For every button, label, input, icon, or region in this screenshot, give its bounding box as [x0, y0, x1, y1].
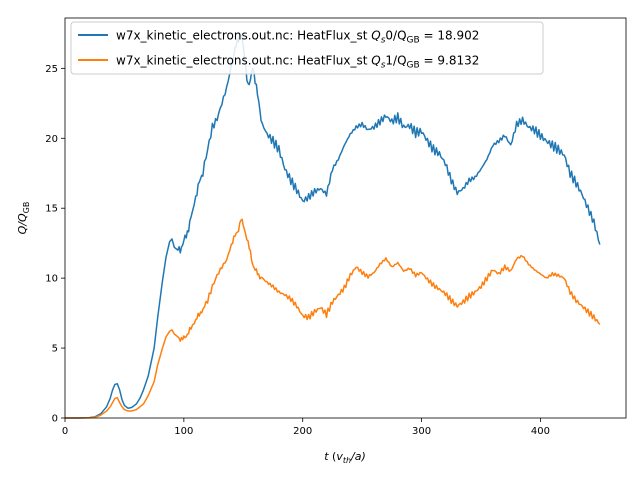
legend-0-suffix: = 18.902 — [420, 29, 480, 43]
y-tick-label: 15 — [45, 204, 58, 215]
plot-frame — [64, 17, 627, 419]
series-line-0 — [65, 33, 601, 419]
y-tick-label: 10 — [45, 274, 58, 285]
x-axis-label-sub: th — [343, 456, 351, 465]
legend-label-series-1: w7x_kinetic_electrons.out.nc: HeatFlux_s… — [116, 54, 479, 71]
x-tick-label: 0 — [62, 426, 68, 437]
legend-1-mid: 1/Q — [385, 54, 406, 68]
y-tick-label: 20 — [45, 134, 58, 145]
x-axis-label-open: ( — [329, 450, 337, 463]
legend-1-qsub: s — [381, 61, 386, 71]
legend-0-q: Q — [371, 29, 380, 43]
x-axis: 0 100 200 300 400 — [62, 418, 550, 437]
series-line-1 — [65, 218, 601, 419]
legend-0-prefix: w7x_kinetic_electrons.out.nc: HeatFlux_s… — [116, 29, 371, 43]
y-axis: 0 5 10 15 20 25 — [45, 64, 65, 425]
y-axis-label-main: Q/Q — [16, 213, 29, 234]
y-tick-label: 5 — [52, 344, 58, 355]
x-axis-label-v: v — [336, 450, 343, 463]
x-tick-label: 100 — [174, 426, 193, 437]
legend-1-q: Q — [371, 54, 380, 68]
legend-0-gb: GB — [407, 36, 420, 46]
y-axis-label: Q/QGB — [16, 202, 31, 235]
x-tick-label: 300 — [412, 426, 431, 437]
plot-area — [65, 18, 626, 418]
x-tick-label: 200 — [293, 426, 312, 437]
series-layer — [65, 33, 601, 419]
legend-label-series-0: w7x_kinetic_electrons.out.nc: HeatFlux_s… — [116, 29, 479, 46]
x-tick-label: 400 — [531, 426, 550, 437]
legend-1-gb: GB — [407, 61, 420, 71]
y-tick-label: 0 — [52, 414, 58, 425]
x-axis-label: t (vth/a) — [324, 450, 366, 465]
y-tick-label: 25 — [45, 64, 58, 75]
legend-0-qsub: s — [381, 36, 386, 46]
legend-1-suffix: = 9.8132 — [420, 54, 480, 68]
legend-1-prefix: w7x_kinetic_electrons.out.nc: HeatFlux_s… — [116, 54, 371, 68]
x-axis-label-var: t — [324, 450, 329, 463]
legend-box — [70, 21, 544, 75]
legend-0-mid: 0/Q — [385, 29, 406, 43]
y-axis-label-sub: GB — [22, 202, 31, 214]
legend: w7x_kinetic_electrons.out.nc: HeatFlux_s… — [70, 21, 544, 75]
x-axis-label-rest: /a) — [350, 450, 366, 463]
